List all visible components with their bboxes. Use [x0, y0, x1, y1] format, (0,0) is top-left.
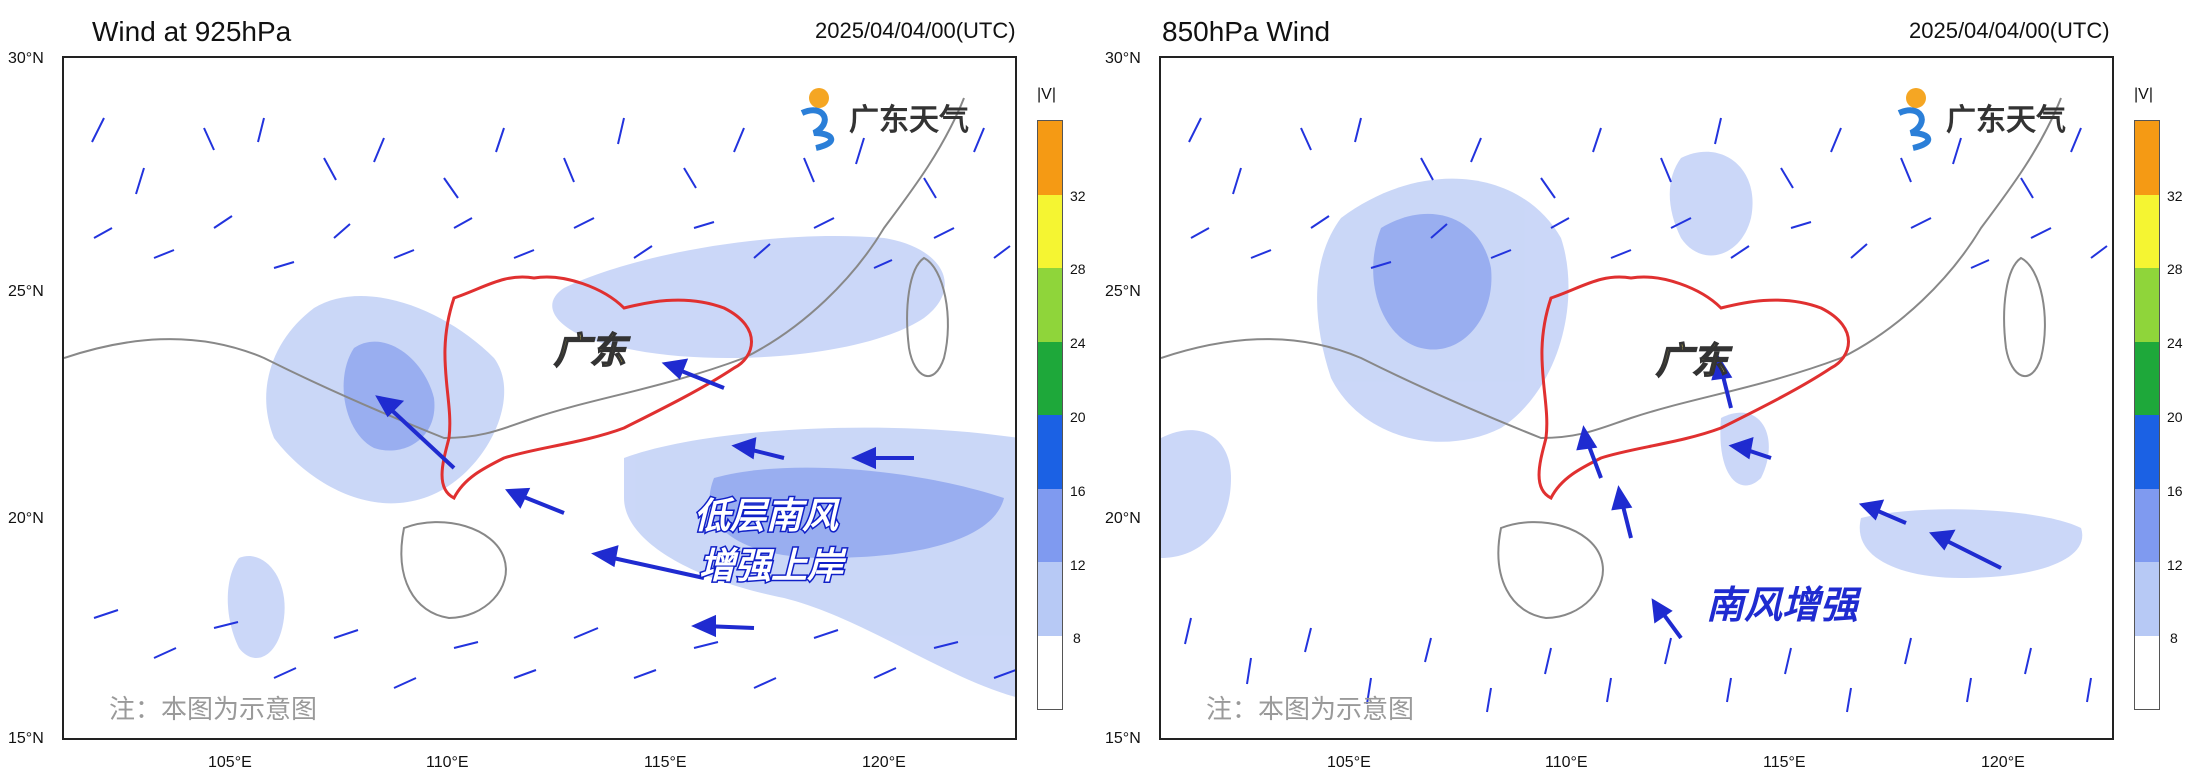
colorbar-tick: 8 — [1073, 630, 1081, 646]
panel-title: Wind at 925hPa — [92, 16, 292, 47]
colorbar-tick: 32 — [1070, 188, 1086, 204]
colorbar-tick: 16 — [1070, 483, 1086, 499]
colorbar-tick: 24 — [2167, 335, 2183, 351]
map-925hpa: 广东 低层南风 增强上岸 注：本图为示意图 广东天气 — [62, 56, 1017, 740]
region-label: 广东 — [1656, 341, 1733, 382]
colorbar-tick: 28 — [2167, 261, 2183, 277]
colorbar-tick: 20 — [1070, 409, 1086, 425]
island-hainan — [400, 521, 507, 620]
disclaimer-note: 注：本图为示意图 — [109, 695, 317, 725]
logo: 广东天气 — [1897, 88, 2066, 151]
x-tick-115e: 115°E — [1763, 754, 1806, 771]
guangdong-border — [1537, 275, 1850, 501]
colorbar-unit: |V| — [2134, 86, 2153, 103]
coastline — [64, 97, 965, 440]
colorbar — [1037, 120, 1063, 710]
colorbar-tick: 20 — [2167, 409, 2183, 425]
x-tick-105e: 105°E — [208, 754, 252, 771]
annotation-line-2: 增强上岸 — [699, 546, 847, 587]
colorbar-tick: 12 — [2167, 557, 2183, 573]
colorbar-tick: 8 — [2170, 630, 2178, 646]
y-tick-25n: 25°N — [1105, 283, 1141, 300]
colorbar-unit: |V| — [1037, 86, 1056, 103]
colorbar-tick: 28 — [1070, 261, 1086, 277]
x-tick-110e: 110°E — [426, 754, 469, 771]
island-hainan — [1497, 521, 1604, 620]
region-label: 广东 — [554, 331, 631, 372]
island-taiwan — [906, 256, 949, 378]
x-tick-120e: 120°E — [1981, 754, 2025, 771]
wind-arrows — [375, 358, 914, 638]
y-tick-30n: 30°N — [1105, 50, 1141, 67]
y-tick-15n: 15°N — [1105, 730, 1141, 747]
annotation-line-1: 南风增强 — [1706, 583, 1862, 627]
colorbar-tick: 16 — [2167, 483, 2183, 499]
wind-speed-shading — [1161, 151, 2083, 578]
wind-arrows — [1576, 355, 2002, 640]
x-tick-115e: 115°E — [644, 754, 687, 771]
x-tick-110e: 110°E — [1545, 754, 1588, 771]
map-850hpa: 广东 南风增强 注：本图为示意图 广东天气 — [1159, 56, 2114, 740]
y-tick-20n: 20°N — [8, 510, 44, 527]
colorbar-tick: 12 — [1070, 557, 1086, 573]
y-tick-30n: 30°N — [8, 50, 44, 67]
x-tick-105e: 105°E — [1327, 754, 1371, 771]
panel-850hpa: 850hPa Wind 2025/04/04/00(UTC) 30°N 25°N… — [1097, 0, 2195, 779]
y-tick-15n: 15°N — [8, 730, 44, 747]
colorbar-tick: 24 — [1070, 335, 1086, 351]
island-taiwan — [2003, 256, 2046, 378]
guangdong-border — [440, 275, 753, 501]
annotation-line-1: 低层南风 — [694, 496, 840, 537]
panel-title: 850hPa Wind — [1162, 16, 1331, 47]
coastline — [1161, 97, 2062, 440]
wind-barbs — [1184, 117, 2108, 713]
logo: 广东天气 — [800, 88, 969, 151]
panel-925hpa: Wind at 925hPa 2025/04/04/00(UTC) 30°N 2… — [0, 0, 1097, 779]
y-tick-25n: 25°N — [8, 283, 44, 300]
x-tick-120e: 120°E — [862, 754, 906, 771]
wind-barbs — [91, 117, 1015, 689]
colorbar — [2134, 120, 2160, 710]
panel-timestamp: 2025/04/04/00(UTC) — [1909, 18, 2110, 43]
disclaimer-note: 注：本图为示意图 — [1206, 695, 1414, 725]
logo-text: 广东天气 — [1946, 103, 2066, 138]
logo-text: 广东天气 — [849, 103, 969, 138]
colorbar-tick: 32 — [2167, 188, 2183, 204]
panel-timestamp: 2025/04/04/00(UTC) — [815, 18, 1016, 43]
y-tick-20n: 20°N — [1105, 510, 1141, 527]
